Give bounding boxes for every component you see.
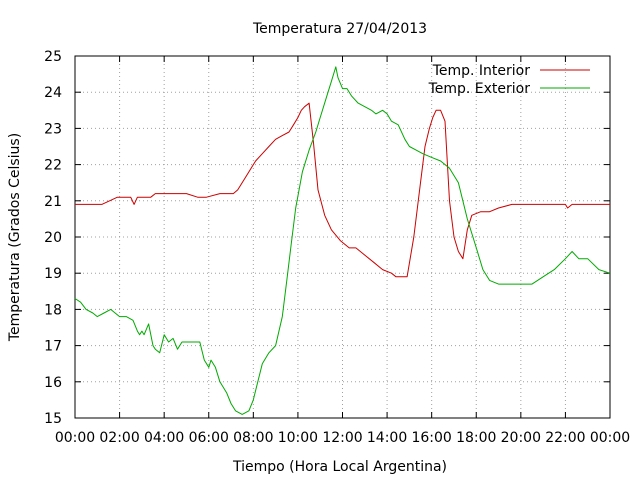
x-tick-label: 00:00 [55,430,95,446]
x-tick-label: 16:00 [411,430,451,446]
y-tick-label: 15 [44,411,62,427]
series-lines [74,66,611,415]
y-tick-label: 22 [44,158,62,174]
y-tick-label: 18 [44,302,62,318]
axis-ticks [74,55,611,419]
y-axis-tick-labels: 15 16 17 18 19 20 21 22 23 24 25 [44,49,62,427]
y-tick-label: 17 [44,339,62,355]
chart-title: Temperatura 27/04/2013 [252,21,427,37]
y-tick-label: 19 [44,266,62,282]
legend-label-exterior: Temp. Exterior [428,81,531,97]
x-axis-label: Tiempo (Hora Local Argentina) [232,459,447,475]
x-tick-label: 14:00 [367,430,407,446]
y-tick-label: 16 [44,375,62,391]
x-tick-label: 22:00 [545,430,585,446]
series-line-0 [75,102,610,278]
x-tick-label: 10:00 [278,430,318,446]
x-tick-label: 06:00 [189,430,229,446]
x-tick-label: 04:00 [144,430,184,446]
y-tick-label: 20 [44,230,62,246]
y-tick-label: 25 [44,49,62,65]
legend: Temp. Interior Temp. Exterior [428,63,590,97]
y-axis-label: Temperatura (Grados Celsius) [7,133,23,342]
x-tick-label: 20:00 [501,430,541,446]
x-tick-label: 08:00 [233,430,273,446]
y-tick-label: 21 [44,194,62,210]
x-axis-tick-labels: 00:00 02:00 04:00 06:00 08:00 10:00 12:00 14:00… [55,430,630,446]
series-line-1 [74,66,611,415]
x-tick-label: 02:00 [99,430,139,446]
x-tick-label: 12:00 [322,430,362,446]
y-tick-label: 23 [44,121,62,137]
grid-lines [75,56,610,418]
y-tick-label: 24 [44,85,62,101]
legend-label-interior: Temp. Interior [432,63,531,79]
x-tick-label: 00:00 [590,430,630,446]
x-tick-label: 18:00 [456,430,496,446]
